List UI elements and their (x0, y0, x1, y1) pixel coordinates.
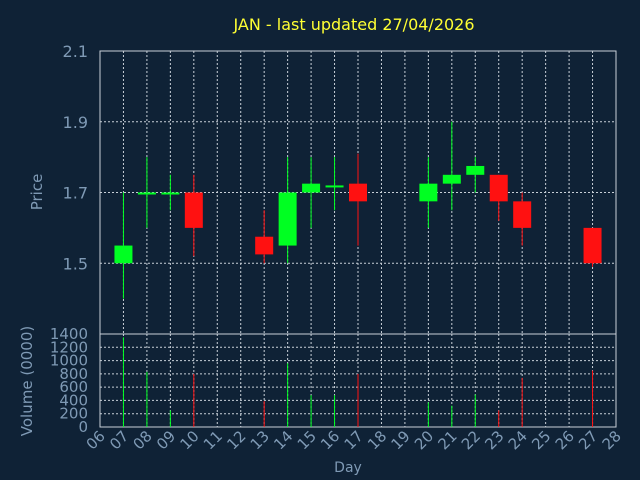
volume-panel: 0200400600800100012001400060708091011121… (50, 325, 625, 453)
candle-body (513, 201, 532, 228)
candle-08 (137, 157, 156, 228)
candle-body (184, 192, 203, 228)
price-tick-label: 1.7 (63, 184, 88, 203)
candle-body (137, 192, 156, 195)
x-tick-label: 17 (341, 427, 367, 453)
volume-tick-label: 600 (59, 378, 88, 396)
x-tick-label: 16 (317, 427, 343, 453)
x-tick-label: 28 (599, 427, 625, 453)
candle-body (466, 165, 485, 175)
x-tick-label: 07 (106, 427, 132, 453)
x-tick-label: 08 (130, 427, 156, 453)
volume-tick-label: 400 (59, 391, 88, 409)
x-tick-label: 15 (294, 427, 320, 453)
volume-tick-label: 0 (78, 418, 88, 436)
candle-body (419, 183, 438, 202)
candle-body (114, 245, 133, 264)
chart-title: JAN - last updated 27/04/2026 (232, 15, 474, 34)
candle-body (255, 236, 274, 255)
x-tick-label: 23 (481, 427, 507, 453)
x-tick-label: 10 (176, 427, 202, 453)
candle-20 (419, 157, 438, 228)
x-tick-label: 25 (528, 427, 554, 453)
candle-body (278, 192, 297, 246)
volume-tick-label: 800 (59, 365, 88, 383)
candle-13 (255, 210, 274, 264)
candle-body (349, 183, 367, 202)
x-tick-label: 09 (153, 427, 179, 453)
candle-body (489, 174, 508, 202)
candle-21 (442, 121, 461, 211)
candle-body (325, 185, 344, 188)
candle-24 (513, 192, 532, 246)
x-tick-label: 24 (505, 427, 531, 453)
x-tick-label: 20 (411, 427, 437, 453)
candle-14 (278, 157, 297, 264)
x-tick-label: 13 (247, 427, 273, 453)
price-tick-label: 2.1 (63, 42, 88, 61)
volume-tick-label: 200 (59, 405, 88, 423)
candle-10 (184, 174, 203, 257)
candle-22 (466, 157, 485, 193)
candle-body (161, 192, 180, 195)
candle-16 (325, 157, 344, 211)
candle-09 (161, 174, 180, 211)
x-tick-label: 22 (458, 427, 484, 453)
candle-23 (489, 174, 508, 221)
x-tick-label: 14 (270, 427, 296, 453)
x-tick-label: 19 (388, 427, 414, 453)
x-tick-label: 26 (552, 427, 578, 453)
x-tick-label: 27 (575, 427, 601, 453)
candle-27 (583, 227, 602, 267)
volume-tick-label: 1400 (50, 325, 88, 343)
x-tick-label: 12 (223, 427, 249, 453)
candle-17 (349, 153, 367, 246)
x-tick-label: 18 (364, 427, 390, 453)
price-tick-label: 1.9 (63, 113, 88, 132)
candle-07 (114, 192, 133, 299)
volume-tick-label: 1200 (50, 338, 88, 356)
candle-body (583, 227, 602, 264)
price-panel: 1.5 1.7 1.9 2.1 (63, 42, 617, 335)
volume-tick-label: 1000 (50, 352, 88, 370)
candle-body (442, 174, 461, 184)
price-axis-label: Price (28, 174, 46, 211)
candle-15 (302, 157, 321, 228)
x-tick-label: 21 (434, 427, 460, 453)
price-tick-label: 1.5 (63, 254, 88, 273)
x-tick-label: 11 (200, 427, 226, 453)
x-axis-label: Day (334, 460, 362, 476)
candle-body (302, 183, 321, 193)
volume-axis-label: Volume (0000) (18, 326, 36, 436)
